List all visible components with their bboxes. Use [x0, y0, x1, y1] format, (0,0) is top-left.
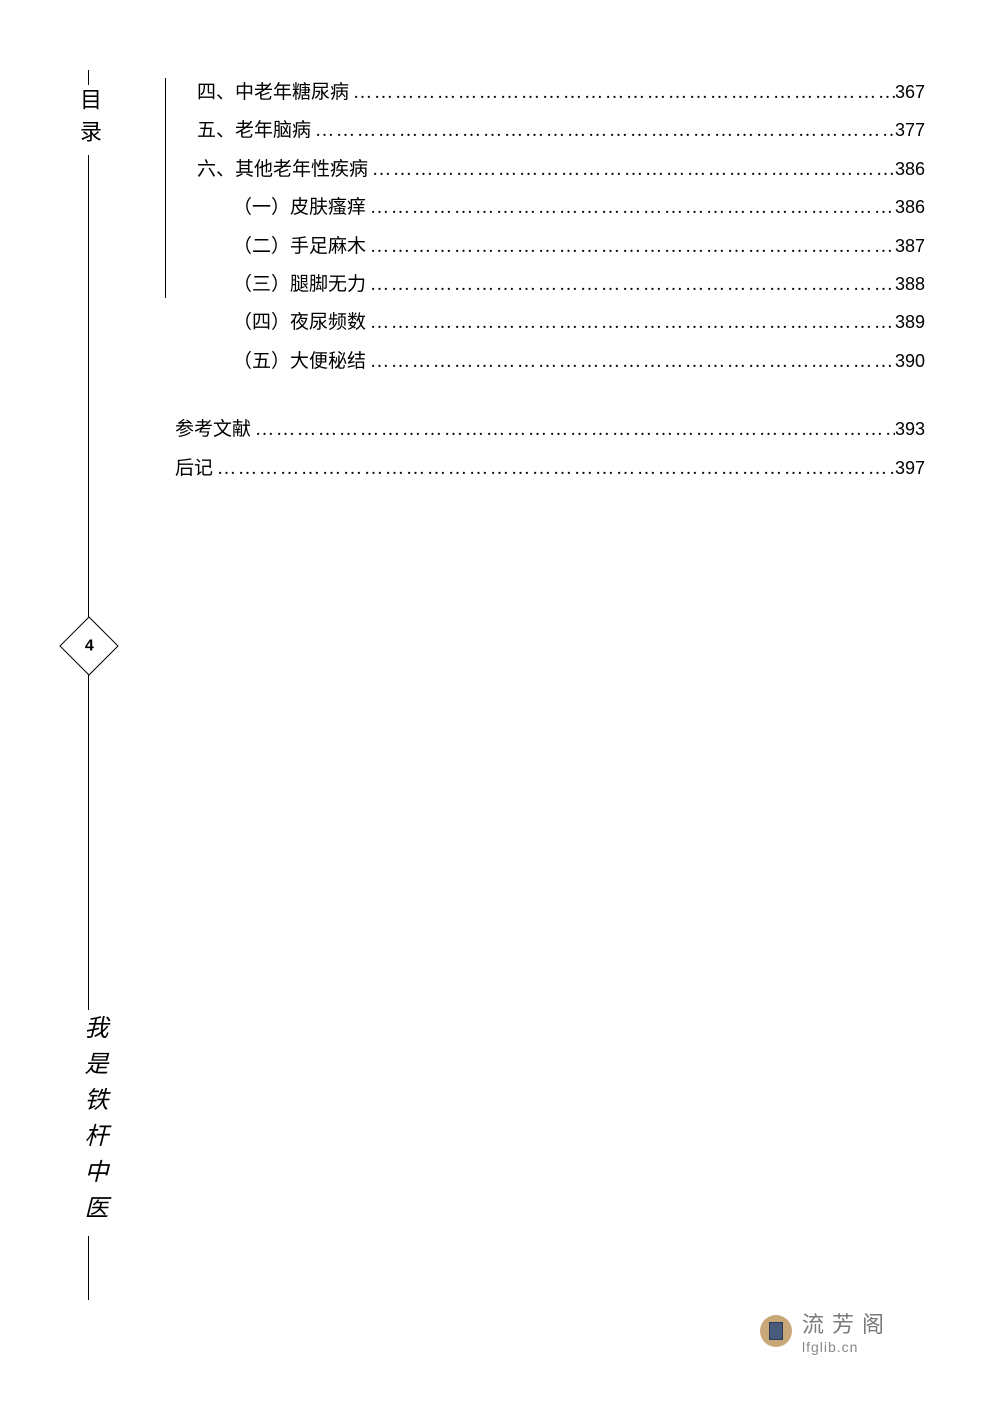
toc-label: 四、中老年糖尿病 [197, 78, 349, 108]
toc-label: （四）夜尿频数 [233, 308, 366, 338]
watermark-text-block: 流芳阁 lfglib.cn [802, 1307, 892, 1355]
toc-section-entry: 参考文献 ………………………………………………………………………………………… … [175, 415, 925, 445]
toc-page: 377 [895, 116, 925, 145]
toc-entry: 六、其他老年性疾病 ………………………………………………………………………… 3… [175, 155, 925, 185]
sidebar-label-top: 目录 [73, 85, 105, 155]
toc-entry: （五）大便秘结 …………………………………………………………………………… 39… [175, 347, 925, 377]
toc-entry: （四）夜尿频数 …………………………………………………………………………… 38… [175, 308, 925, 338]
toc-entry: （三）腿脚无力 …………………………………………………………………………… 38… [175, 270, 925, 300]
toc-label: 后记 [175, 454, 213, 484]
book-icon [769, 1322, 783, 1340]
toc-page: 388 [895, 270, 925, 299]
toc-dots: ………………………………………………………………………… [368, 155, 895, 185]
toc-dots: …………………………………………………………………………… [366, 193, 895, 223]
toc-page: 387 [895, 232, 925, 261]
toc-label: 参考文献 [175, 415, 251, 445]
toc-dots: …………………………………………………………………………… [349, 78, 895, 108]
spacer [175, 385, 925, 415]
toc-entry: （二）手足麻木 …………………………………………………………………………… 38… [175, 232, 925, 262]
toc-dots: …………………………………………………………………………… [366, 347, 895, 377]
toc-dots: …………………………………………………………………………… [366, 270, 895, 300]
toc-page: 397 [895, 454, 925, 483]
toc-entry: （一）皮肤瘙痒 …………………………………………………………………………… 38… [175, 193, 925, 223]
toc-dots: ………………………………………………………………………………………… [251, 415, 895, 445]
watermark-title: 流芳阁 [802, 1307, 892, 1339]
toc-dots: …………………………………………………………………………… [366, 308, 895, 338]
toc-dots: …………………………………………………………………………………… [311, 116, 895, 146]
toc-label: （三）腿脚无力 [233, 270, 366, 300]
sidebar-label-bottom: 我是铁杆中医 [76, 1010, 111, 1236]
watermark-url: lfglib.cn [802, 1339, 892, 1355]
watermark-icon [760, 1315, 792, 1347]
toc-page: 386 [895, 193, 925, 222]
content-vertical-line [165, 78, 166, 298]
toc-entry: 四、中老年糖尿病 …………………………………………………………………………… 3… [175, 78, 925, 108]
toc-page: 386 [895, 155, 925, 184]
toc-page: 390 [895, 347, 925, 376]
toc-label: （五）大便秘结 [233, 347, 366, 377]
toc-dots: …………………………………………………………………………………………… [213, 454, 895, 484]
toc-section-entry: 后记 …………………………………………………………………………………………… 3… [175, 454, 925, 484]
toc-content: 四、中老年糖尿病 …………………………………………………………………………… 3… [175, 78, 925, 492]
toc-label: 六、其他老年性疾病 [197, 155, 368, 185]
toc-page: 393 [895, 415, 925, 444]
toc-page: 367 [895, 78, 925, 107]
watermark: 流芳阁 lfglib.cn [760, 1307, 892, 1355]
page-number-badge: 4 [59, 616, 118, 675]
toc-entry: 五、老年脑病 …………………………………………………………………………………… … [175, 116, 925, 146]
toc-dots: …………………………………………………………………………… [366, 232, 895, 262]
toc-label: （二）手足麻木 [233, 232, 366, 262]
toc-label: 五、老年脑病 [197, 116, 311, 146]
toc-page: 389 [895, 308, 925, 337]
page-container: 目录 4 我是铁杆中医 四、中老年糖尿病 …………………………………………………… [0, 0, 1002, 1405]
page-number: 4 [85, 637, 94, 655]
toc-label: （一）皮肤瘙痒 [233, 193, 366, 223]
